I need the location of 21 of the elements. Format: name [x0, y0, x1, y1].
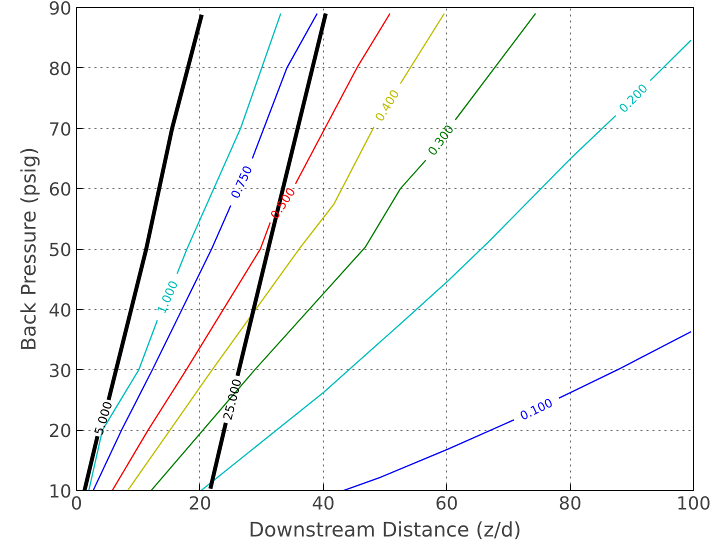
x-tick-label: 60 [435, 494, 458, 514]
x-tick-label: 20 [188, 494, 212, 514]
x-tick-label: 80 [558, 494, 582, 514]
text: 0.750 [228, 164, 256, 201]
y-tick-label: 40 [48, 300, 72, 322]
y-tick-label: 20 [48, 421, 72, 442]
y-tick-label: 10 [48, 482, 72, 502]
x-tick-label: 0 [70, 494, 82, 514]
x-axis-title: Downstream Distance (z/d) [248, 518, 522, 542]
text: 5.000 [92, 400, 116, 437]
y-tick-label: 90 [48, 0, 72, 20]
y-tick-label: 80 [48, 58, 72, 80]
x-tick-label: 100 [676, 494, 711, 514]
x-tick-label: 40 [312, 494, 335, 514]
y-tick-label: 30 [48, 360, 72, 382]
y-tick-label: 60 [48, 180, 72, 201]
y-axis-title: Back Pressure (psig) [16, 147, 41, 351]
text: 25.000 [220, 377, 244, 422]
text: 1.000 [154, 278, 181, 316]
y-tick-label: 50 [48, 240, 72, 261]
y-tick-label: 70 [48, 119, 72, 140]
